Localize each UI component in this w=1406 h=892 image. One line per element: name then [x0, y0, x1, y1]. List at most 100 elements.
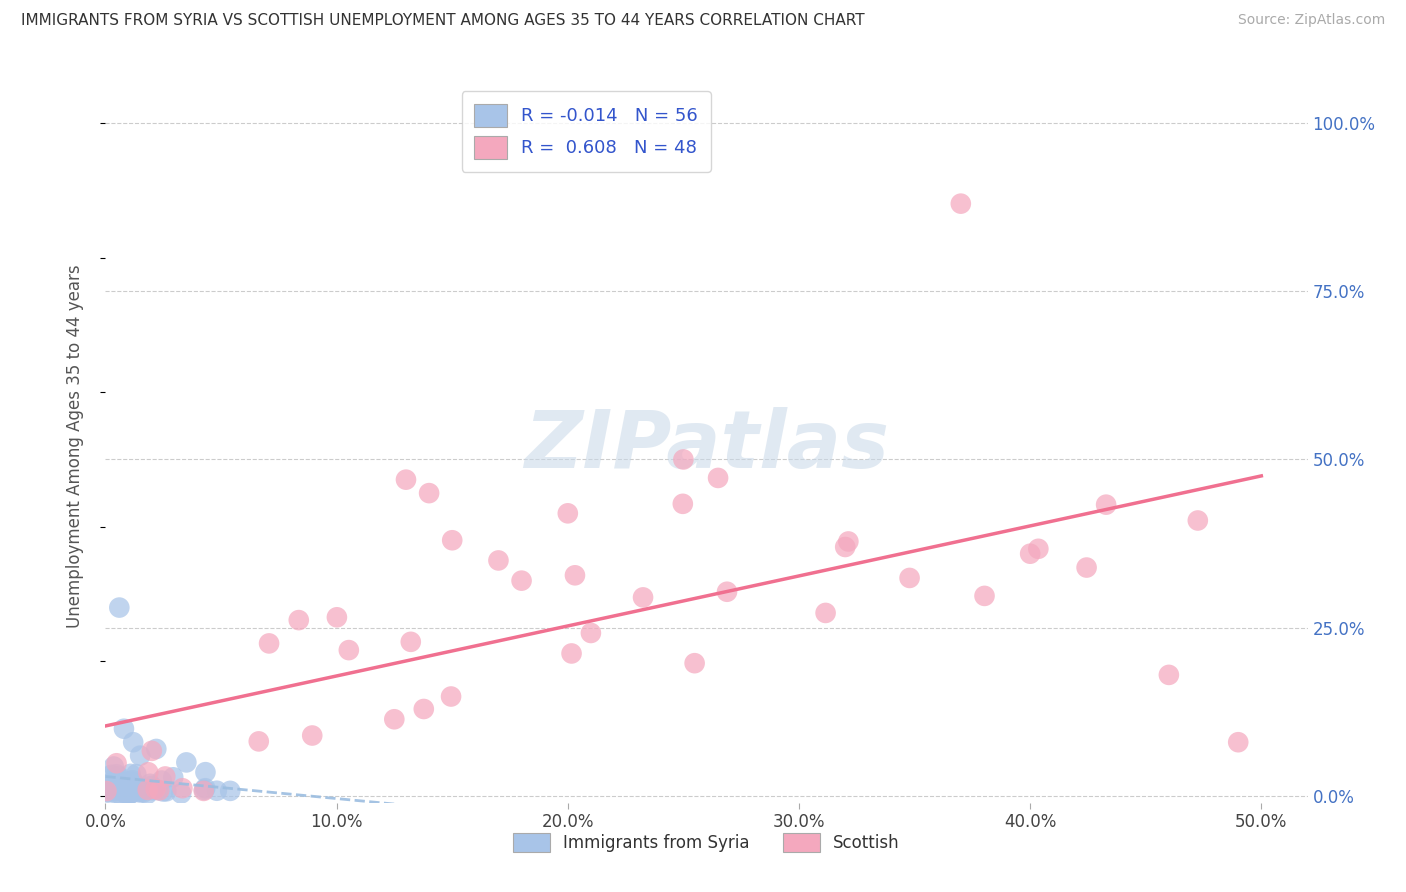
Point [194, 781, 217, 796]
Point [155, 784, 177, 798]
Point [139, 777, 162, 791]
Point [301, 729, 323, 743]
Point [1076, 560, 1098, 574]
Point [112, 775, 135, 789]
Point [121, 773, 143, 788]
Point [193, 784, 215, 798]
Text: IMMIGRANTS FROM SYRIA VS SCOTTISH UNEMPLOYMENT AMONG AGES 35 TO 44 YEARS CORRELA: IMMIGRANTS FROM SYRIA VS SCOTTISH UNEMPL… [21, 13, 865, 29]
Point [949, 196, 972, 211]
Point [114, 775, 136, 789]
Point [672, 452, 695, 467]
Point [107, 781, 129, 796]
Point [162, 770, 184, 784]
Point [561, 647, 583, 661]
Point [683, 656, 706, 670]
Point [412, 702, 434, 716]
Point [441, 533, 464, 548]
Point [128, 785, 150, 799]
Point [176, 756, 198, 770]
Point [194, 765, 217, 780]
Point [145, 742, 167, 756]
Point [100, 768, 122, 782]
Point [136, 787, 159, 801]
Point [104, 784, 127, 798]
Point [1187, 514, 1209, 528]
Point [124, 783, 146, 797]
Point [141, 744, 163, 758]
Point [136, 783, 159, 797]
Point [337, 643, 360, 657]
Point [112, 722, 135, 736]
Point [148, 783, 170, 797]
Point [973, 589, 995, 603]
Point [104, 786, 127, 800]
Point [120, 782, 142, 797]
Point [145, 782, 167, 797]
Point [440, 690, 463, 704]
Point [707, 471, 730, 485]
Point [247, 734, 270, 748]
Point [898, 571, 921, 585]
Point [108, 769, 131, 783]
Point [837, 534, 859, 549]
Point [108, 600, 131, 615]
Point [141, 779, 163, 793]
Point [814, 606, 837, 620]
Point [170, 787, 193, 801]
Point [510, 574, 533, 588]
Point [96, 784, 118, 798]
Point [155, 769, 177, 783]
Text: ZIPatlas: ZIPatlas [524, 407, 889, 485]
Point [1028, 541, 1050, 556]
Point [110, 789, 132, 803]
Point [326, 610, 349, 624]
Point [112, 778, 135, 792]
Y-axis label: Unemployment Among Ages 35 to 44 years: Unemployment Among Ages 35 to 44 years [66, 264, 84, 628]
Point [121, 775, 143, 789]
Point [117, 778, 139, 792]
Point [125, 779, 148, 793]
Point [94, 781, 117, 796]
Point [120, 767, 142, 781]
Point [103, 759, 125, 773]
Point [97, 776, 120, 790]
Point [418, 486, 440, 500]
Point [114, 775, 136, 789]
Point [105, 756, 128, 771]
Point [148, 783, 170, 797]
Point [834, 540, 856, 554]
Point [124, 777, 146, 791]
Point [97, 785, 120, 799]
Point [129, 785, 152, 799]
Point [631, 591, 654, 605]
Point [132, 785, 155, 799]
Point [399, 635, 422, 649]
Point [193, 783, 215, 797]
Point [96, 785, 118, 799]
Point [1019, 547, 1042, 561]
Point [672, 497, 695, 511]
Point [114, 786, 136, 800]
Point [142, 783, 165, 797]
Point [205, 783, 228, 797]
Point [129, 748, 152, 763]
Point [172, 781, 194, 796]
Point [122, 735, 145, 749]
Point [105, 767, 128, 781]
Point [1227, 735, 1250, 749]
Point [117, 787, 139, 801]
Point [395, 473, 418, 487]
Point [257, 636, 280, 650]
Point [488, 553, 510, 567]
Point [122, 778, 145, 792]
Point [120, 787, 142, 801]
Point [382, 712, 405, 726]
Point [125, 767, 148, 781]
Point [219, 784, 242, 798]
Point [287, 613, 309, 627]
Point [117, 789, 139, 803]
Point [557, 506, 579, 520]
Point [716, 584, 738, 599]
Point [150, 773, 173, 788]
Point [579, 626, 602, 640]
